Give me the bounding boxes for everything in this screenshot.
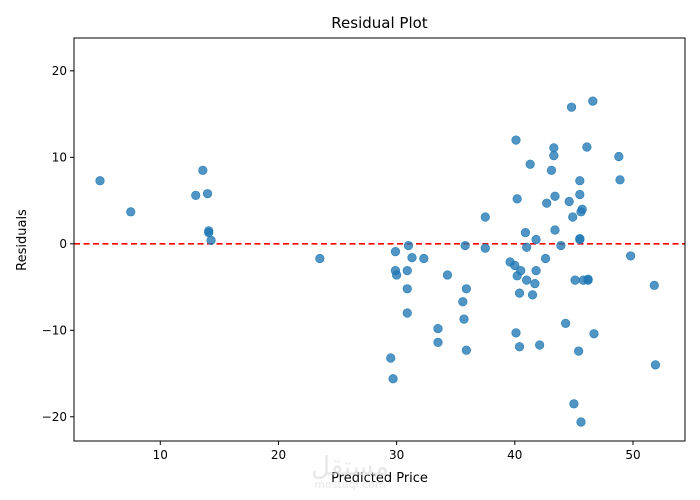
data-point bbox=[535, 340, 545, 350]
plot-frame bbox=[73, 37, 686, 442]
data-point bbox=[480, 212, 490, 222]
data-point bbox=[530, 279, 540, 289]
data-point bbox=[402, 308, 412, 318]
data-point bbox=[540, 253, 551, 264]
data-point bbox=[386, 353, 396, 363]
data-point bbox=[569, 399, 579, 409]
data-point bbox=[315, 253, 325, 264]
x-tick-label: 20 bbox=[271, 448, 286, 462]
data-point bbox=[574, 346, 584, 356]
data-point bbox=[568, 212, 578, 222]
data-point bbox=[514, 288, 525, 298]
data-point bbox=[582, 142, 592, 152]
data-point bbox=[566, 102, 577, 112]
data-point bbox=[419, 253, 429, 264]
data-point bbox=[550, 225, 560, 235]
data-point bbox=[461, 345, 471, 355]
data-point bbox=[589, 329, 599, 339]
data-point bbox=[126, 207, 136, 217]
data-point bbox=[459, 314, 469, 324]
data-point bbox=[516, 266, 526, 276]
data-point bbox=[510, 260, 520, 271]
x-tick-label: 50 bbox=[625, 448, 640, 462]
data-point bbox=[615, 175, 625, 185]
data-point bbox=[588, 96, 598, 106]
data-point bbox=[407, 253, 417, 263]
x-tick-label: 40 bbox=[507, 448, 522, 462]
data-point bbox=[458, 297, 468, 307]
data-point bbox=[480, 243, 490, 253]
data-point bbox=[206, 235, 216, 245]
data-point bbox=[402, 266, 412, 276]
data-point bbox=[549, 143, 559, 153]
y-tick-label: −10 bbox=[42, 323, 67, 337]
data-point bbox=[511, 135, 521, 145]
data-point bbox=[575, 234, 585, 245]
data-point bbox=[514, 342, 525, 352]
data-point bbox=[576, 417, 586, 427]
watermark-text: مستقل bbox=[311, 452, 389, 482]
y-tick-label: 0 bbox=[59, 237, 67, 251]
data-point bbox=[649, 280, 659, 290]
data-point bbox=[522, 242, 532, 252]
data-point bbox=[549, 151, 559, 161]
x-axis-label: Predicted Price bbox=[331, 471, 428, 486]
data-point bbox=[403, 240, 414, 251]
x-tick-label: 10 bbox=[153, 448, 168, 462]
y-tick-label: 10 bbox=[52, 150, 67, 164]
data-point bbox=[583, 274, 593, 284]
data-point bbox=[546, 165, 557, 175]
data-point bbox=[650, 360, 661, 370]
data-point bbox=[575, 189, 585, 200]
data-point bbox=[202, 189, 213, 199]
watermark-subtext: mostaql.com bbox=[314, 478, 385, 491]
data-point bbox=[433, 323, 443, 334]
data-point bbox=[520, 227, 531, 238]
data-point bbox=[542, 198, 552, 208]
data-point bbox=[614, 151, 624, 162]
x-axis: 10 20 30 40 50 bbox=[153, 441, 641, 462]
data-point bbox=[191, 190, 201, 200]
y-tick-label: −20 bbox=[42, 410, 67, 424]
data-point bbox=[564, 196, 574, 207]
y-axis: −20 −10 0 10 20 bbox=[42, 64, 74, 424]
data-point bbox=[556, 240, 566, 251]
data-point bbox=[461, 284, 471, 294]
chart-title: Residual Plot bbox=[331, 14, 428, 32]
data-point bbox=[575, 176, 585, 186]
data-point bbox=[388, 374, 398, 384]
data-point bbox=[512, 194, 522, 204]
data-point bbox=[460, 240, 470, 251]
data-point bbox=[531, 266, 541, 276]
data-point bbox=[95, 176, 105, 186]
data-point bbox=[522, 275, 532, 285]
y-axis-label: Residuals bbox=[15, 209, 30, 271]
data-point bbox=[392, 270, 402, 280]
data-point bbox=[561, 318, 571, 328]
data-point bbox=[550, 191, 560, 201]
data-point bbox=[525, 159, 535, 169]
data-point bbox=[527, 290, 538, 300]
data-point bbox=[511, 328, 521, 338]
data-point bbox=[531, 234, 541, 245]
data-point bbox=[433, 337, 443, 348]
data-point bbox=[626, 251, 636, 261]
data-point bbox=[442, 270, 453, 280]
data-point bbox=[390, 247, 401, 257]
data-point bbox=[570, 275, 580, 285]
data-point bbox=[204, 227, 214, 238]
x-tick-label: 30 bbox=[389, 448, 404, 462]
y-tick-label: 20 bbox=[52, 64, 67, 78]
data-point bbox=[402, 284, 412, 294]
data-points-layer bbox=[95, 96, 661, 427]
data-point bbox=[198, 165, 208, 175]
data-point bbox=[577, 204, 587, 214]
